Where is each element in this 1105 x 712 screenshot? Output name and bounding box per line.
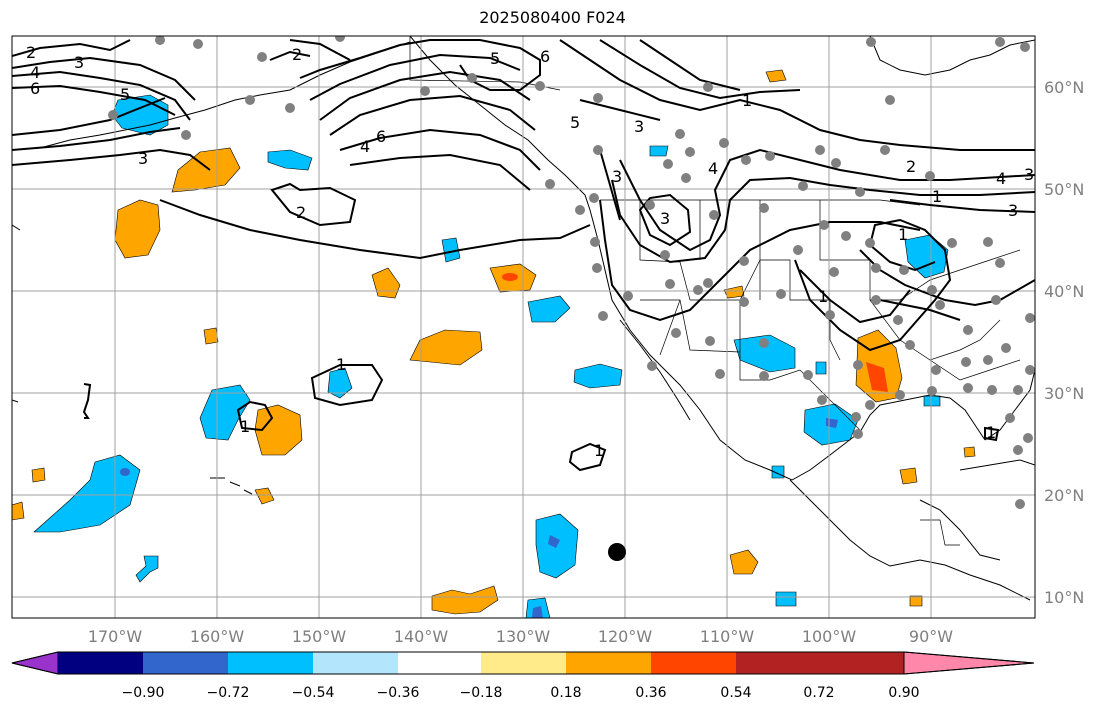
- lat-label: 40°N: [1044, 282, 1084, 301]
- lon-label: 130°W: [496, 627, 551, 646]
- colorbar-tick-label: −0.90: [122, 685, 165, 701]
- contour-label: 4: [996, 169, 1006, 188]
- colorbar-extend-high-tip: [903, 651, 1035, 675]
- contour-label: 2: [906, 157, 916, 176]
- station-markers: [108, 36, 1035, 509]
- map-frame: [11, 35, 1036, 619]
- graticule: [12, 36, 1035, 618]
- lon-label: 120°W: [598, 627, 653, 646]
- colorbar-segment: [481, 652, 566, 674]
- lat-label: 30°N: [1044, 384, 1084, 403]
- contour-label: 5: [120, 85, 130, 104]
- contour-label: 1: [742, 91, 752, 110]
- contour-label: 3: [1024, 165, 1034, 184]
- colorbar-tick-label: −0.54: [292, 685, 335, 701]
- contour-label: 4: [30, 63, 40, 82]
- colorbar-tick-label: 0.90: [888, 685, 919, 701]
- contour-label: 3: [634, 117, 644, 136]
- colorbar-tick-labels: −0.90 −0.72 −0.54 −0.36 −0.18 0.18 0.36 …: [122, 685, 920, 701]
- political-borders: [409, 36, 1021, 546]
- colorbar-segment: [398, 652, 481, 674]
- colorbar-tick-label: −0.18: [460, 685, 503, 701]
- colorbar-tick-label: −0.72: [207, 685, 250, 701]
- lon-label: 110°W: [700, 627, 755, 646]
- colorbar-segment: [143, 652, 228, 674]
- contour-label: 4: [360, 137, 370, 156]
- contour-label: 1: [594, 441, 604, 460]
- lat-label: 50°N: [1044, 180, 1084, 199]
- colorbar-extend-low: [11, 651, 59, 675]
- contour-label: 3: [138, 149, 148, 168]
- lat-label: 10°N: [1044, 588, 1084, 607]
- colorbar-tick-label: 0.54: [720, 685, 751, 701]
- contour-label: 3: [1008, 201, 1018, 220]
- lon-label: 160°W: [190, 627, 245, 646]
- colorbar-segment: [313, 652, 398, 674]
- lon-label: 100°W: [802, 627, 857, 646]
- contour-label: 1: [898, 225, 908, 244]
- lon-label: 150°W: [292, 627, 347, 646]
- longitude-labels: 170°W 160°W 150°W 140°W 130°W 120°W 110°…: [88, 627, 953, 646]
- colorbar-tick-label: 0.72: [803, 685, 834, 701]
- colorbar-segment: [58, 652, 143, 674]
- colorbar-border: [11, 651, 1035, 675]
- lon-label: 90°W: [909, 627, 953, 646]
- contour-label: 1: [818, 287, 828, 306]
- map-title: 2025080400 F024: [479, 8, 626, 27]
- lat-label: 60°N: [1044, 78, 1084, 97]
- contour-label: 2: [26, 43, 36, 62]
- contour-label: 1: [240, 417, 250, 436]
- colorbar-tick-label: 0.18: [550, 685, 581, 701]
- contour-label: 2: [292, 45, 302, 64]
- contour-lines: [12, 39, 1035, 472]
- colorbar-segment: [228, 652, 313, 674]
- contour-labels: 2 3 4 6 5 2 5 6 5 3 6 4 3 2 1 3 4 3 3 1 …: [26, 43, 1034, 460]
- storm-position-marker: [608, 543, 626, 561]
- colorbar-segment: [736, 652, 819, 674]
- contour-label: 3: [612, 167, 622, 186]
- contour-label: 1: [986, 423, 996, 442]
- latitude-labels: 60°N 50°N 40°N 30°N 20°N 10°N: [1044, 78, 1084, 607]
- contour-label: 6: [540, 47, 550, 66]
- colorbar-segment: [651, 652, 736, 674]
- contour-label: 3: [74, 53, 84, 72]
- colorbar-extend-high: [819, 652, 904, 674]
- contour-label: 4: [708, 159, 718, 178]
- colorbar-tick-label: 0.36: [635, 685, 666, 701]
- contour-label: 2: [296, 203, 306, 222]
- coastlines: [12, 36, 1035, 601]
- lon-label: 140°W: [394, 627, 449, 646]
- contour-label: 1: [336, 355, 346, 374]
- colorbar-tick-label: −0.36: [377, 685, 420, 701]
- colorbar-segment: [566, 652, 651, 674]
- contour-label: 5: [570, 113, 580, 132]
- lat-label: 20°N: [1044, 486, 1084, 505]
- colorbar: [11, 651, 1035, 675]
- contour-label: 5: [490, 49, 500, 68]
- contour-label: 3: [660, 209, 670, 228]
- contour-label: 6: [376, 127, 386, 146]
- lon-label: 170°W: [88, 627, 143, 646]
- contour-label: 6: [30, 79, 40, 98]
- contour-label: 1: [932, 187, 942, 206]
